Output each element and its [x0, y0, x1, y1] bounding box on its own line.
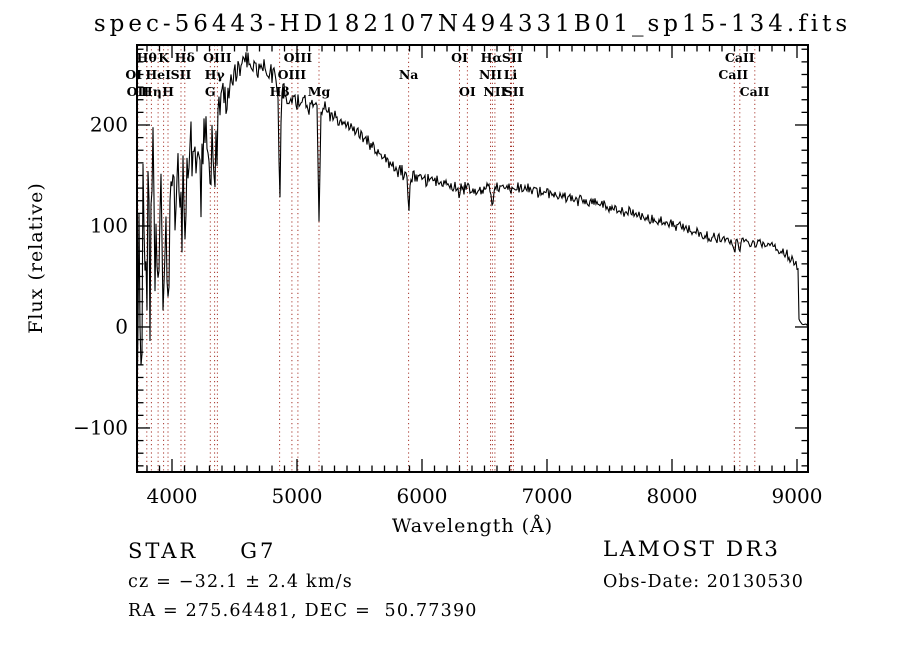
- line-label: Hα: [481, 50, 503, 65]
- y-tick-label: 0: [115, 314, 128, 338]
- line-label: Hγ: [205, 67, 226, 82]
- line-label: OIII: [203, 50, 232, 65]
- y-tick-label: −100: [73, 415, 128, 439]
- x-axis-label: Wavelength (Å): [392, 515, 553, 537]
- obs-date-label: Obs-Date: 20130530: [603, 572, 804, 592]
- line-label: SII: [502, 50, 523, 65]
- line-label: CaII: [740, 84, 770, 99]
- x-tick-label: 8000: [647, 484, 698, 508]
- line-label: HeI: [145, 67, 171, 82]
- line-label: CaII: [718, 67, 748, 82]
- line-label: Hβ: [270, 84, 290, 99]
- subclass-label: G7: [240, 539, 277, 563]
- line-label: OI: [451, 50, 468, 65]
- line-label: Li: [504, 67, 518, 82]
- line-label: OIII: [278, 67, 307, 82]
- line-label: Na: [399, 67, 419, 82]
- y-tick-label: 200: [90, 112, 128, 136]
- x-tick-label: 9000: [772, 484, 823, 508]
- y-tick-label: 100: [90, 213, 128, 237]
- plot-frame: [136, 44, 809, 473]
- line-label: G: [205, 84, 216, 99]
- line-label: K: [158, 50, 170, 65]
- line-label: Hη: [141, 84, 162, 99]
- line-label: OII: [127, 84, 150, 99]
- line-label: H: [162, 84, 174, 99]
- ra-dec-value: RA = 275.64481, DEC = 50.77390: [128, 601, 478, 621]
- cz-value: cz = −32.1 ± 2.4 km/s: [128, 572, 353, 592]
- line-label: NII: [479, 67, 502, 82]
- object-type-line: STAR G7: [128, 539, 276, 563]
- object-type-label: STAR: [128, 539, 199, 563]
- line-label: Hδ: [175, 50, 195, 65]
- x-tick-label: 5000: [272, 484, 323, 508]
- line-label: OI: [459, 84, 476, 99]
- survey-label: LAMOST DR3: [603, 537, 781, 562]
- x-tick-label: 4000: [147, 484, 198, 508]
- x-tick-label: 6000: [397, 484, 448, 508]
- plot-title: spec-56443-HD182107N494331B01_sp15-134.f…: [94, 11, 851, 37]
- line-label: SII: [504, 84, 525, 99]
- line-label: CaII: [725, 50, 755, 65]
- line-label: OIII: [284, 50, 313, 65]
- line-label: SII: [171, 67, 192, 82]
- line-label: NII: [483, 84, 506, 99]
- x-tick-label: 7000: [522, 484, 573, 508]
- line-label: Hθ: [137, 50, 157, 65]
- spectrum-trace: [136, 52, 809, 414]
- line-label: Mg: [308, 84, 331, 99]
- line-label: OI: [125, 67, 142, 82]
- y-axis-label: Flux (relative): [25, 182, 47, 334]
